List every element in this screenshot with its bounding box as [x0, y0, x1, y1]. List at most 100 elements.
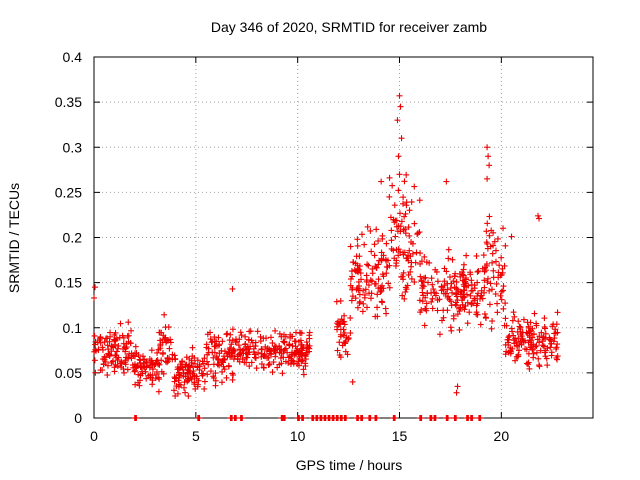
data-point: [235, 342, 242, 349]
data-point: [408, 275, 415, 282]
data-point: [228, 341, 235, 348]
data-point: [334, 320, 341, 327]
data-point: [207, 329, 214, 336]
data-point: [356, 266, 363, 273]
data-point: [517, 338, 524, 345]
data-point: [300, 415, 307, 421]
data-point: [364, 223, 371, 230]
data-point: [270, 359, 277, 366]
y-tick-label: 0.3: [63, 139, 83, 155]
data-point: [368, 248, 375, 255]
data-point: [434, 307, 441, 314]
data-point: [421, 322, 428, 329]
data-point: [364, 261, 371, 268]
data-point: [349, 293, 356, 300]
data-point: [428, 298, 435, 305]
y-tick-label: 0.05: [55, 365, 82, 381]
data-point: [489, 318, 496, 325]
data-point: [255, 349, 262, 356]
data-point: [547, 337, 554, 344]
data-point: [492, 290, 499, 297]
y-tick-label: 0: [74, 410, 82, 426]
data-point: [125, 355, 132, 362]
data-point: [527, 327, 534, 334]
data-point: [441, 265, 448, 272]
data-point: [167, 336, 174, 343]
data-point: [418, 415, 425, 421]
data-point: [464, 320, 471, 327]
data-point: [402, 289, 409, 296]
data-point: [347, 330, 354, 337]
data-point: [157, 341, 164, 348]
data-point: [375, 237, 382, 244]
data-point: [509, 328, 516, 335]
data-point: [223, 350, 230, 357]
y-tick-labels: 0 0.05 0.1 0.15 0.2 0.25 0.3 0.35 0.4: [55, 49, 82, 426]
data-point: [236, 336, 243, 343]
data-point: [515, 318, 522, 325]
data-point: [154, 349, 161, 356]
data-point: [342, 340, 349, 347]
data-point: [508, 233, 515, 240]
data-point: [300, 371, 307, 378]
data-point: [525, 350, 532, 357]
data-point: [171, 352, 178, 359]
data-point: [365, 282, 372, 289]
data-point: [92, 369, 99, 376]
data-point: [477, 415, 484, 421]
data-point: [406, 247, 413, 254]
data-point: [131, 368, 138, 375]
data-point: [205, 361, 212, 368]
data-point: [530, 331, 537, 338]
data-point: [454, 311, 461, 318]
data-point: [225, 362, 232, 369]
data-point: [92, 338, 99, 345]
data-point: [484, 144, 491, 151]
y-axis-label: SRMTID / TECUs: [6, 183, 22, 293]
data-point: [394, 228, 401, 235]
data-point: [502, 315, 509, 322]
data-point: [414, 231, 421, 238]
data-point: [538, 329, 545, 336]
data-point: [379, 235, 386, 242]
data-point: [230, 371, 237, 378]
data-point: [341, 329, 348, 336]
data-point: [393, 217, 400, 224]
data-point: [420, 292, 427, 299]
data-point: [92, 284, 99, 291]
data-point: [137, 363, 144, 370]
data-point: [293, 329, 300, 336]
data-point: [300, 366, 307, 373]
data-point: [229, 337, 236, 344]
x-tick-label: 0: [90, 428, 98, 444]
data-point: [445, 246, 452, 253]
data-point: [453, 290, 460, 297]
x-tick-labels: 0 5 10 15 20: [90, 428, 509, 444]
data-point: [361, 241, 368, 248]
data-point: [532, 343, 539, 350]
data-point: [399, 200, 406, 207]
data-points: [91, 92, 561, 421]
data-point: [347, 243, 354, 250]
data-point: [446, 274, 453, 281]
data-point: [229, 285, 236, 292]
data-point: [96, 337, 103, 344]
data-point: [176, 369, 183, 376]
data-point: [203, 341, 210, 348]
data-point: [367, 295, 374, 302]
data-point: [281, 338, 288, 345]
data-point: [400, 194, 407, 201]
data-point: [543, 355, 550, 362]
data-point: [335, 321, 342, 328]
x-tick-label: 5: [192, 428, 200, 444]
data-point: [419, 289, 426, 296]
data-point: [245, 336, 252, 343]
data-point: [409, 240, 416, 247]
data-point: [333, 298, 340, 305]
data-point: [378, 178, 385, 185]
data-point: [444, 415, 451, 421]
data-point: [211, 334, 218, 341]
data-point: [503, 322, 510, 329]
data-point: [443, 178, 450, 185]
data-point: [272, 353, 279, 360]
